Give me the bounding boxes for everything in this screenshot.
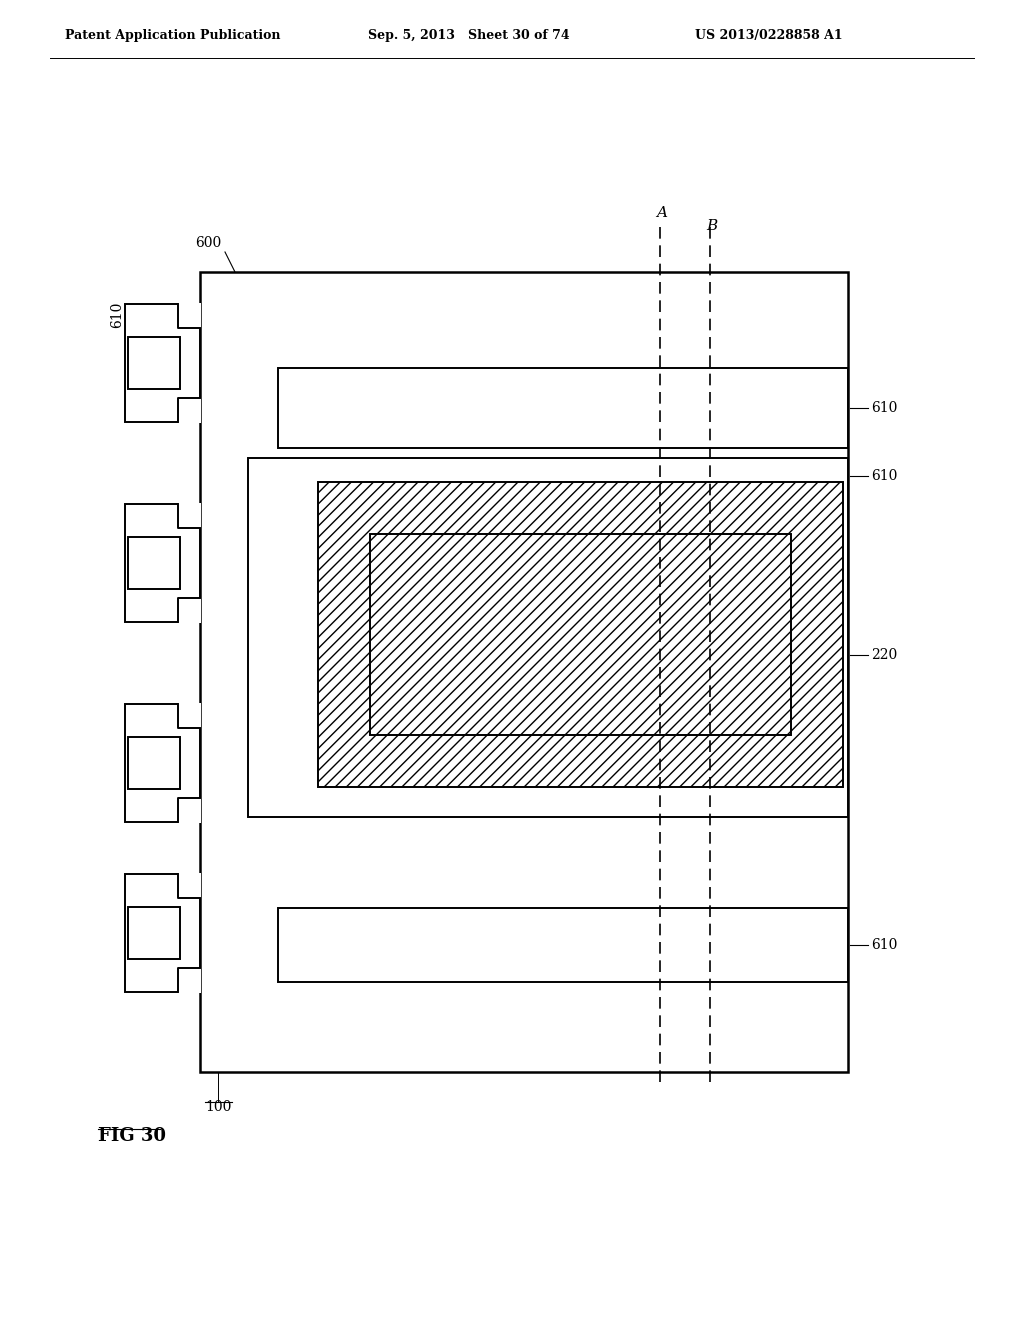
Bar bbox=[125, 504, 200, 622]
Bar bbox=[200, 272, 848, 1072]
Bar bbox=[128, 737, 180, 789]
Text: 220: 220 bbox=[871, 648, 897, 663]
Text: 100: 100 bbox=[205, 1100, 231, 1114]
Bar bbox=[278, 908, 848, 982]
Text: B: B bbox=[707, 219, 718, 234]
Bar bbox=[178, 399, 201, 422]
Bar bbox=[128, 907, 180, 960]
Text: US 2013/0228858 A1: US 2013/0228858 A1 bbox=[695, 29, 843, 41]
Bar bbox=[178, 304, 201, 327]
Text: 610: 610 bbox=[871, 939, 897, 952]
Bar bbox=[128, 337, 180, 389]
Bar bbox=[178, 968, 201, 993]
Bar bbox=[178, 503, 201, 528]
Bar bbox=[248, 458, 848, 817]
Text: 610: 610 bbox=[110, 302, 124, 329]
Text: FIG 30: FIG 30 bbox=[98, 1127, 166, 1144]
Text: 610: 610 bbox=[871, 401, 897, 414]
Text: Sep. 5, 2013   Sheet 30 of 74: Sep. 5, 2013 Sheet 30 of 74 bbox=[368, 29, 569, 41]
Bar bbox=[125, 304, 200, 422]
Bar bbox=[125, 704, 200, 822]
Bar bbox=[178, 799, 201, 822]
Bar bbox=[128, 537, 180, 589]
Bar bbox=[178, 873, 201, 898]
Text: 610: 610 bbox=[871, 469, 897, 483]
Text: 600: 600 bbox=[195, 236, 221, 249]
Bar bbox=[318, 482, 843, 787]
Text: A: A bbox=[656, 206, 668, 220]
Text: Patent Application Publication: Patent Application Publication bbox=[65, 29, 281, 41]
Bar bbox=[278, 368, 848, 447]
Bar bbox=[178, 704, 201, 729]
Bar bbox=[178, 598, 201, 623]
Bar bbox=[125, 874, 200, 993]
Bar bbox=[370, 535, 791, 735]
